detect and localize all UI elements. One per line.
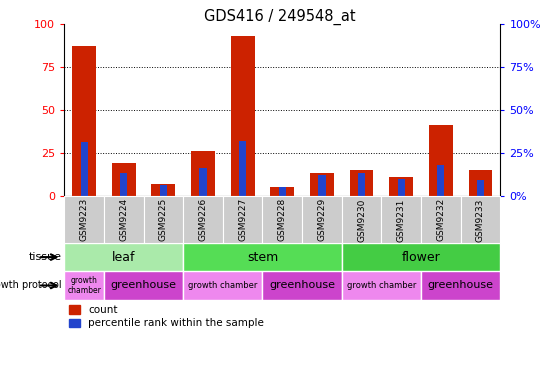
Bar: [397, 179, 405, 196]
Bar: [144, 196, 183, 243]
Text: greenhouse: greenhouse: [428, 280, 494, 291]
Text: GSM9231: GSM9231: [397, 198, 406, 242]
Text: stem: stem: [247, 251, 278, 264]
Bar: [389, 177, 413, 196]
Text: GSM9233: GSM9233: [476, 198, 485, 242]
Legend: count, percentile rank within the sample: count, percentile rank within the sample: [69, 305, 264, 328]
Bar: [72, 46, 96, 196]
Bar: [350, 170, 373, 196]
Bar: [263, 271, 342, 300]
Text: tissue: tissue: [29, 252, 61, 262]
Bar: [358, 173, 365, 196]
Bar: [231, 36, 254, 196]
Bar: [263, 196, 302, 243]
Text: leaf: leaf: [112, 251, 135, 264]
Bar: [160, 186, 167, 196]
Text: GSM9232: GSM9232: [437, 198, 446, 242]
Bar: [319, 175, 325, 196]
Text: GSM9230: GSM9230: [357, 198, 366, 242]
Text: GSM9225: GSM9225: [159, 198, 168, 242]
Bar: [468, 170, 492, 196]
Text: growth protocol: growth protocol: [0, 280, 61, 291]
Bar: [183, 196, 223, 243]
Bar: [279, 187, 286, 196]
Text: GSM9228: GSM9228: [278, 198, 287, 242]
Bar: [271, 187, 294, 196]
Bar: [120, 173, 127, 196]
Text: flower: flower: [402, 251, 440, 264]
Bar: [302, 196, 342, 243]
Bar: [342, 196, 381, 243]
Text: greenhouse: greenhouse: [269, 280, 335, 291]
Bar: [477, 180, 484, 196]
Bar: [429, 125, 453, 196]
Text: GDS416 / 249548_at: GDS416 / 249548_at: [203, 9, 356, 25]
Bar: [381, 196, 421, 243]
Text: growth chamber: growth chamber: [188, 281, 258, 290]
Bar: [421, 271, 500, 300]
Bar: [191, 151, 215, 196]
Bar: [342, 243, 500, 271]
Text: GSM9226: GSM9226: [198, 198, 207, 242]
Text: GSM9227: GSM9227: [238, 198, 247, 242]
Bar: [64, 196, 104, 243]
Bar: [183, 271, 263, 300]
Bar: [183, 243, 342, 271]
Bar: [80, 142, 88, 196]
Bar: [64, 271, 104, 300]
Bar: [437, 165, 444, 196]
Bar: [342, 271, 421, 300]
Bar: [461, 196, 500, 243]
Bar: [104, 196, 144, 243]
Text: greenhouse: greenhouse: [111, 280, 177, 291]
Bar: [239, 141, 246, 196]
Bar: [200, 168, 207, 196]
Bar: [223, 196, 263, 243]
Text: GSM9223: GSM9223: [79, 198, 89, 242]
Text: growth chamber: growth chamber: [347, 281, 416, 290]
Text: GSM9224: GSM9224: [119, 198, 128, 241]
Bar: [421, 196, 461, 243]
Text: GSM9229: GSM9229: [318, 198, 326, 242]
Bar: [64, 243, 183, 271]
Bar: [310, 173, 334, 196]
Bar: [151, 184, 176, 196]
Bar: [104, 271, 183, 300]
Text: growth
chamber: growth chamber: [67, 276, 101, 295]
Bar: [112, 163, 136, 196]
